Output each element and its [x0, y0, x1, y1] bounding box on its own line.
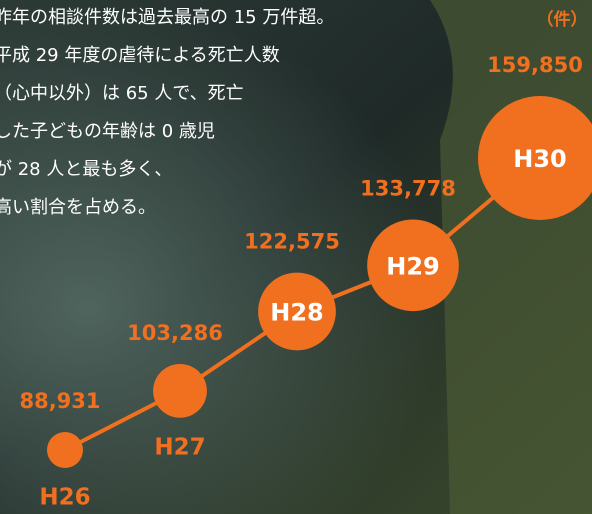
value-label: 133,778: [360, 177, 456, 201]
value-label: 159,850: [487, 53, 583, 77]
value-label: 88,931: [19, 389, 100, 413]
bubble: [47, 432, 83, 468]
page: （件） 昨年の相談件数は過去最高の 15 万件超。平成 29 年度の虐待による死…: [0, 0, 592, 514]
description-line: 高い割合を占める。: [0, 197, 156, 218]
category-label: H26: [39, 485, 90, 511]
category-label: H28: [270, 298, 323, 326]
description-line: 昨年の相談件数は過去最高の 15 万件超。: [0, 7, 334, 28]
value-label: 122,575: [244, 230, 340, 254]
bubble: [153, 364, 207, 418]
category-label: H27: [154, 434, 205, 460]
description-line: した子どもの年齢は 0 歳児: [0, 121, 215, 142]
chart: （件） 昨年の相談件数は過去最高の 15 万件超。平成 29 年度の虐待による死…: [0, 0, 592, 514]
category-label: H30: [513, 145, 566, 173]
category-label: H29: [386, 252, 439, 280]
value-label: 103,286: [127, 321, 223, 345]
description-line: （心中以外）は 65 人で、死亡: [0, 83, 244, 104]
unit-label: （件）: [537, 9, 588, 30]
description-line: 平成 29 年度の虐待による死亡人数: [0, 45, 280, 66]
description-line: が 28 人と最も多く、: [0, 159, 172, 180]
